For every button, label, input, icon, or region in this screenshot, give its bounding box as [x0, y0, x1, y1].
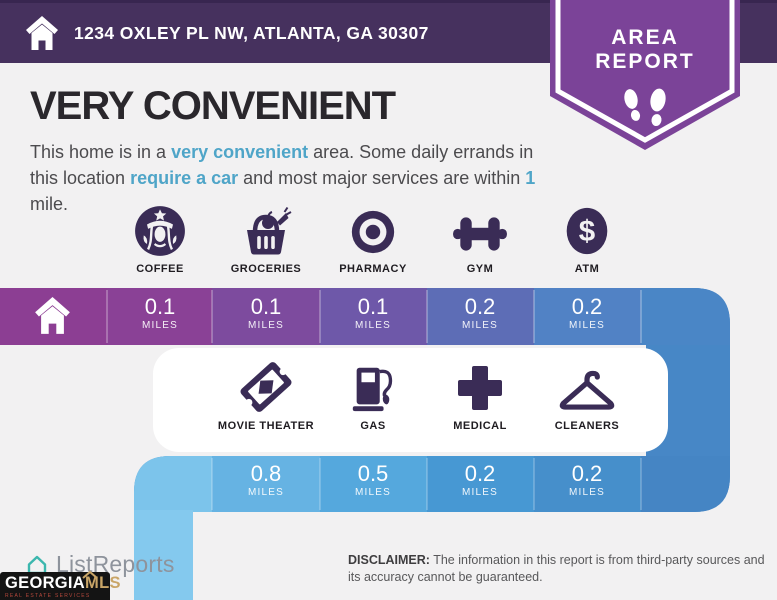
place-atm: $ ATM	[532, 203, 642, 275]
disclaimer: DISCLAIMER: The information in this repo…	[348, 552, 766, 586]
place-label: GROCERIES	[230, 263, 302, 275]
place-gas: GAS	[313, 360, 433, 432]
gas-pump-icon	[352, 367, 393, 412]
mls-name-part1: GEORGIA	[5, 574, 86, 592]
badge-line1: AREA	[611, 26, 679, 49]
place-groceries: GROCERIES	[211, 203, 321, 275]
distance-groceries: 0.1 MILES	[247, 294, 284, 331]
area-report-badge: AREA REPORT	[550, 0, 740, 150]
badge-line2: REPORT	[595, 50, 695, 73]
place-label: CLEANERS	[554, 420, 620, 432]
georgia-mls-logo: GEORGIAMLS REAL ESTATE SERVICES	[0, 570, 120, 600]
highlight-one-mile: 1	[525, 168, 536, 188]
property-address: 1234 OXLEY PL NW, ATLANTA, GA 30307	[74, 22, 429, 43]
mls-name-part2: MLS	[85, 574, 121, 592]
footprints-icon	[624, 88, 666, 127]
hanger-icon	[559, 370, 615, 410]
disclaimer-label: DISCLAIMER:	[348, 553, 430, 567]
distance-movie-theater: 0.8 MILES	[247, 461, 284, 498]
area-description: This home is in a very convenient area. …	[30, 142, 536, 214]
mls-roof-icon	[82, 570, 98, 579]
place-label: PHARMACY	[339, 263, 407, 275]
dumbbell-icon	[453, 217, 507, 251]
distance-gas: 0.5 MILES	[354, 461, 391, 498]
dollar-sign-icon: $	[566, 207, 608, 255]
distance-pharmacy: 0.1 MILES	[354, 294, 391, 331]
target-bullseye-icon	[351, 210, 395, 254]
place-label: ATM	[574, 263, 600, 275]
place-medical: MEDICAL	[420, 360, 540, 432]
place-movie-theater: MOVIE THEATER	[206, 360, 326, 432]
place-label: MEDICAL	[453, 420, 507, 432]
highlight-very-convenient: very convenient	[171, 142, 309, 162]
place-label: GAS	[360, 420, 386, 432]
home-icon	[26, 15, 58, 50]
distance-atm: 0.2 MILES	[568, 294, 605, 331]
listreports-house-icon	[27, 555, 47, 574]
medical-cross-icon	[458, 366, 502, 410]
distance-gym: 0.2 MILES	[461, 294, 498, 331]
home-start-icon	[35, 297, 70, 334]
row2-card	[153, 348, 668, 452]
place-cleaners: CLEANERS	[527, 360, 647, 432]
place-label: COFFEE	[136, 263, 184, 275]
page-title: VERY CONVENIENT	[30, 84, 396, 128]
place-pharmacy: PHARMACY	[318, 203, 428, 275]
movie-ticket-icon	[240, 362, 292, 412]
highlight-require-a-car: require a car	[130, 168, 239, 188]
place-coffee: COFFEE	[105, 203, 215, 275]
place-label: MOVIE THEATER	[217, 420, 315, 432]
dollar-glyph: $	[579, 215, 595, 248]
starbucks-siren-icon	[135, 206, 185, 256]
place-label: GYM	[466, 263, 494, 275]
place-gym: GYM	[425, 203, 535, 275]
distance-medical: 0.2 MILES	[461, 461, 498, 498]
distance-cleaners: 0.2 MILES	[568, 461, 605, 498]
shopping-basket-icon	[247, 206, 292, 255]
description-text: This home is in a	[30, 142, 172, 162]
disclaimer-text: The information in this report is from t…	[348, 553, 765, 584]
distance-coffee: 0.1 MILES	[141, 294, 178, 331]
mls-subtitle: REAL ESTATE SERVICES	[5, 592, 91, 599]
